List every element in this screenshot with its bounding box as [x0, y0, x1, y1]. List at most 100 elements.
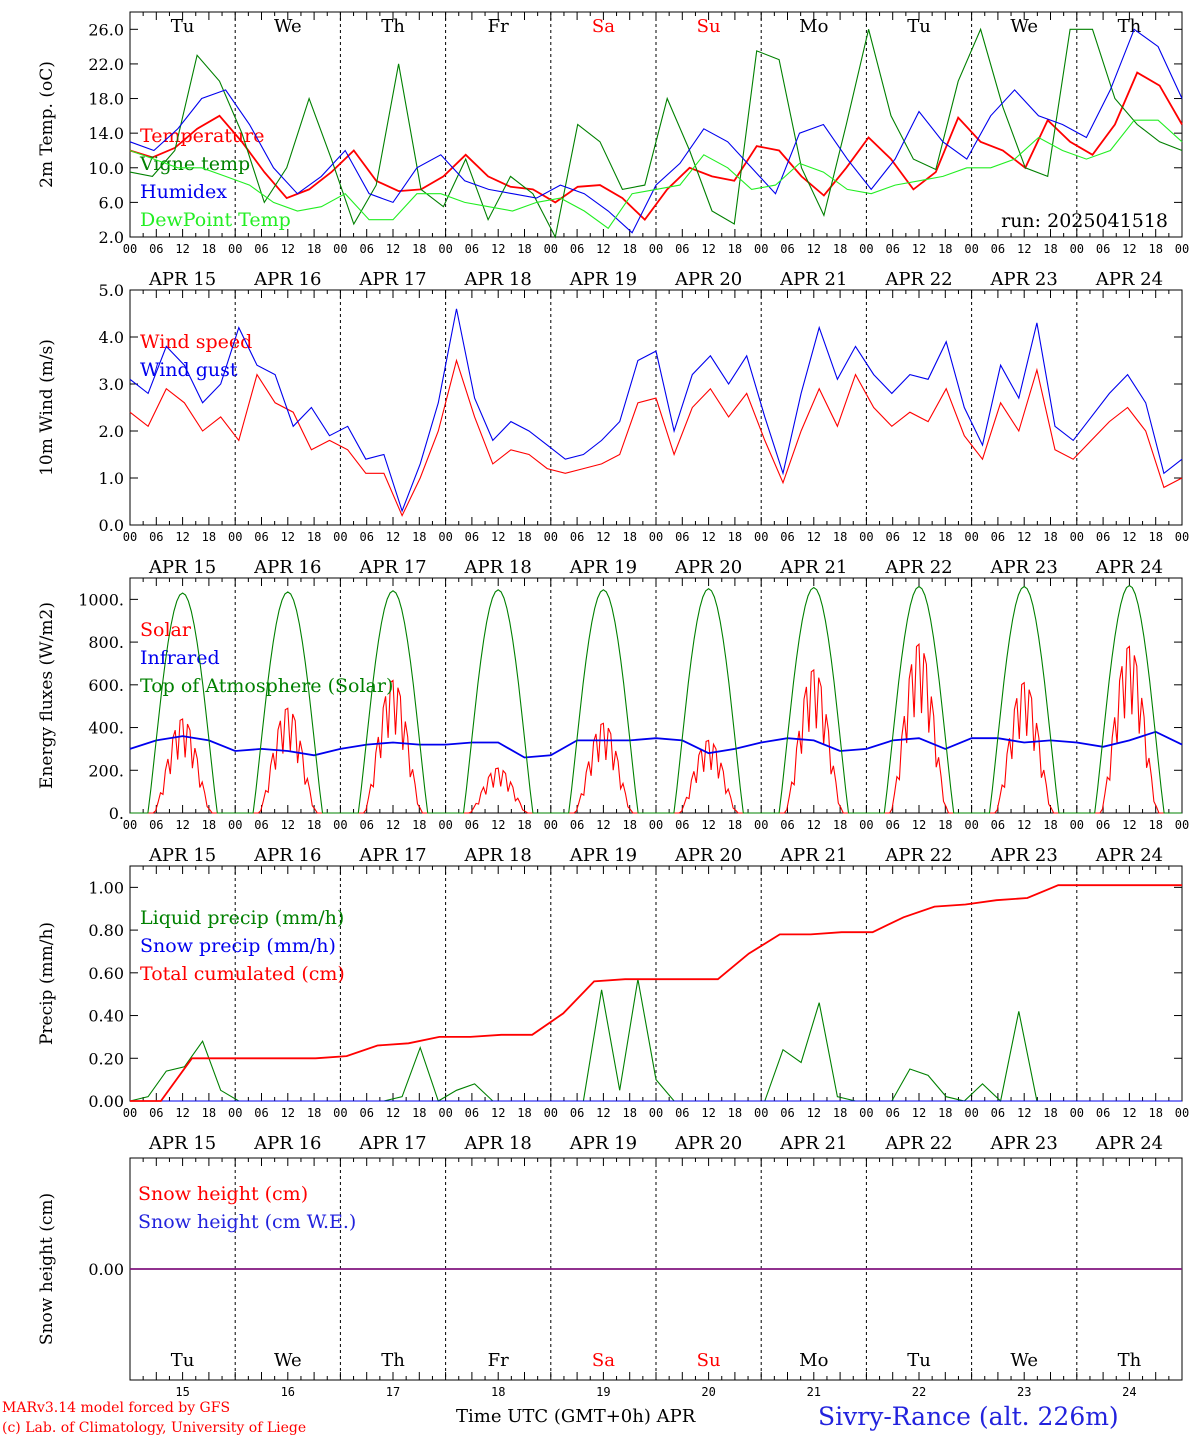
- hour-label: 06: [885, 242, 899, 256]
- hour-label: 12: [807, 530, 821, 544]
- hour-label: 18: [728, 1106, 742, 1120]
- hour-label: 18: [517, 530, 531, 544]
- hour-label: 00: [964, 242, 978, 256]
- hour-label: 06: [359, 530, 373, 544]
- hour-label: 00: [754, 242, 768, 256]
- hour-label: 06: [570, 242, 584, 256]
- panel-1: 2.0 6.0 10.0 14.0 18.0 22.0 26.0 2m Temp. (oC) 0…: [37, 11, 1189, 290]
- hour-label: 00: [1070, 1106, 1084, 1120]
- hour-label: 18: [728, 818, 742, 832]
- hour-label: 00: [859, 242, 873, 256]
- hour-label: 12: [701, 530, 715, 544]
- day-number: 19: [596, 1385, 610, 1399]
- hour-label: 06: [149, 242, 163, 256]
- y-tick-label: 0.00: [88, 1260, 124, 1279]
- series-line: [129, 730, 1183, 759]
- date-label: APR 17: [358, 269, 426, 290]
- hour-label: 00: [333, 530, 347, 544]
- day-number: 21: [807, 1385, 821, 1399]
- hour-label: 12: [912, 818, 926, 832]
- hour-label: 18: [833, 530, 847, 544]
- hour-label: 18: [1043, 818, 1057, 832]
- hour-label: 18: [412, 530, 426, 544]
- hour-label: 06: [254, 1106, 268, 1120]
- hour-label: 00: [649, 530, 663, 544]
- y-tick-label: 2.0: [99, 228, 124, 247]
- hour-label: 12: [491, 242, 505, 256]
- hour-label: 12: [281, 530, 295, 544]
- hour-label: 00: [964, 818, 978, 832]
- hour-label: 12: [912, 530, 926, 544]
- weekday-label: Fr: [488, 1350, 509, 1371]
- weekday-label: Tu: [907, 1350, 931, 1371]
- date-label: APR 15: [148, 557, 216, 578]
- y-tick-label: 22.0: [88, 55, 124, 74]
- hour-label: 00: [1175, 242, 1189, 256]
- weekday-label: Fr: [488, 16, 509, 37]
- y-tick-label: 0.00: [88, 1092, 124, 1111]
- day-number: 22: [912, 1385, 926, 1399]
- hour-label: 12: [701, 1106, 715, 1120]
- date-label: APR 15: [148, 269, 216, 290]
- date-label: APR 16: [253, 557, 321, 578]
- hour-label: 00: [964, 1106, 978, 1120]
- hour-label: 12: [807, 818, 821, 832]
- hour-label: 00: [1175, 818, 1189, 832]
- y-tick-label: 600.: [88, 676, 124, 695]
- hour-label: 12: [596, 818, 610, 832]
- hour-label: 12: [491, 818, 505, 832]
- y-tick-label: 18.0: [88, 90, 124, 109]
- legend-entry: Snow height (cm): [138, 1183, 308, 1205]
- hour-label: 12: [386, 818, 400, 832]
- hour-label: 12: [807, 242, 821, 256]
- hour-label: 18: [1148, 1106, 1162, 1120]
- hour-label: 00: [333, 1106, 347, 1120]
- hour-label: 12: [596, 530, 610, 544]
- hour-label: 06: [465, 1106, 479, 1120]
- hour-label: 12: [281, 1106, 295, 1120]
- hour-label: 12: [596, 242, 610, 256]
- hour-label: 00: [544, 818, 558, 832]
- y-tick-label: 0.20: [88, 1049, 124, 1068]
- date-label: APR 20: [674, 845, 742, 866]
- date-label: APR 16: [253, 1133, 321, 1154]
- hour-label: 12: [1017, 530, 1031, 544]
- day-number: 20: [701, 1385, 715, 1399]
- hour-label: 06: [570, 1106, 584, 1120]
- hour-label: 00: [333, 818, 347, 832]
- day-number: 24: [1122, 1385, 1136, 1399]
- hour-label: 00: [754, 1106, 768, 1120]
- y-tick-label: 0.60: [88, 964, 124, 983]
- hour-label: 18: [622, 530, 636, 544]
- hour-label: 18: [412, 1106, 426, 1120]
- y-axis-label: Energy fluxes (W/m2): [37, 602, 57, 789]
- series-line: [129, 27, 1183, 239]
- hour-label: 06: [359, 242, 373, 256]
- weekday-label: Su: [697, 1350, 721, 1371]
- footer-model: MARv3.14 model forced by GFS: [2, 1400, 231, 1416]
- y-tick-label: 1000.: [78, 590, 124, 609]
- hour-label: 12: [1122, 818, 1136, 832]
- hour-label: 00: [754, 818, 768, 832]
- hour-label: 00: [438, 242, 452, 256]
- hour-label: 18: [622, 242, 636, 256]
- hour-label: 18: [622, 1106, 636, 1120]
- weekday-label: Tu: [171, 1350, 195, 1371]
- series-line: [129, 308, 1183, 513]
- hour-label: 06: [675, 1106, 689, 1120]
- date-label: APR 20: [674, 1133, 742, 1154]
- hour-label: 00: [333, 242, 347, 256]
- hour-label: 18: [307, 242, 321, 256]
- legend-entry: Infrared: [140, 647, 220, 669]
- hour-label: 00: [228, 1106, 242, 1120]
- hour-label: 12: [175, 242, 189, 256]
- hour-label: 06: [254, 530, 268, 544]
- y-tick-label: 3.0: [99, 375, 124, 394]
- series-line: [129, 28, 1183, 234]
- date-label: APR 18: [464, 557, 532, 578]
- y-tick-label: 0.: [109, 804, 124, 823]
- run-annotation: run: 2025041518: [1001, 210, 1168, 232]
- hour-label: 18: [412, 242, 426, 256]
- date-label: APR 21: [779, 557, 847, 578]
- date-label: APR 17: [358, 557, 426, 578]
